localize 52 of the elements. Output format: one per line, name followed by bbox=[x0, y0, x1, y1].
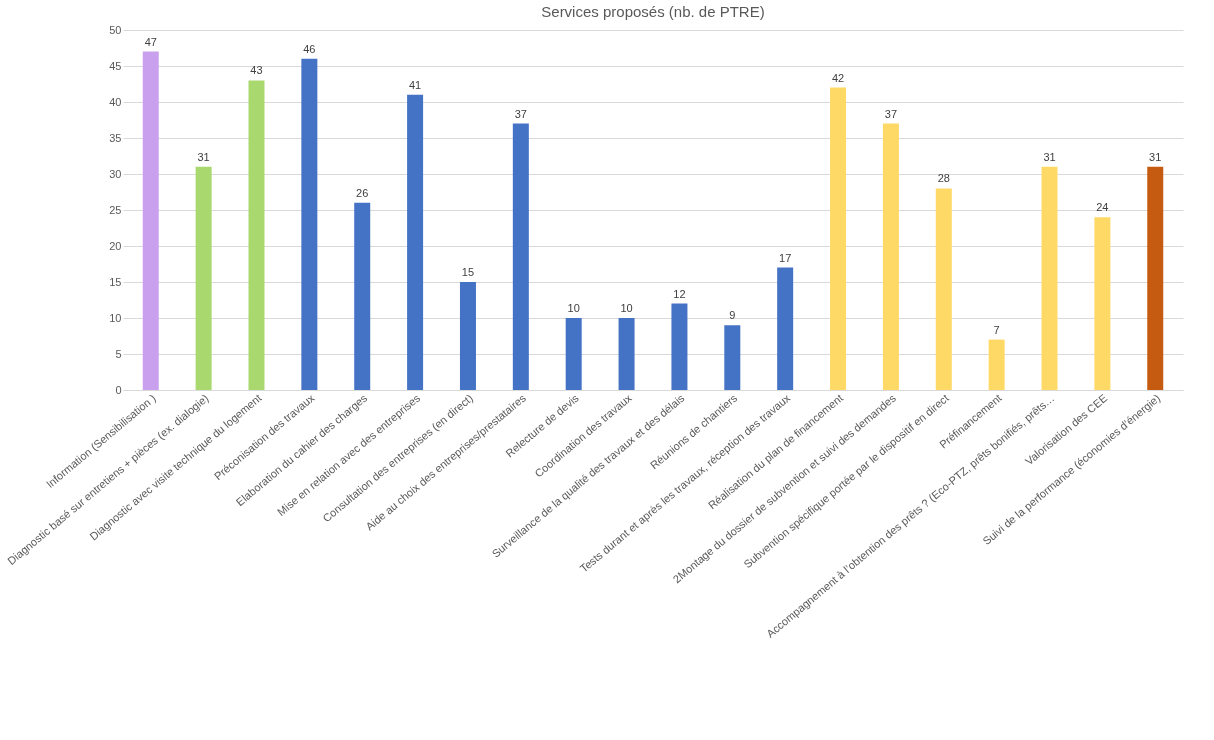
y-tick-label: 25 bbox=[109, 203, 122, 216]
bar bbox=[512, 123, 529, 390]
data-label: 31 bbox=[1043, 150, 1056, 163]
y-tick-label: 0 bbox=[115, 383, 122, 396]
data-label: 31 bbox=[197, 150, 210, 163]
bar bbox=[195, 166, 212, 390]
bar bbox=[407, 94, 424, 390]
bar bbox=[354, 202, 371, 390]
data-label: 10 bbox=[620, 302, 633, 314]
data-label: 41 bbox=[408, 78, 422, 91]
bar bbox=[301, 58, 318, 390]
chart-title: Services proposés (nb. de PTRE) bbox=[541, 3, 765, 20]
bar bbox=[988, 339, 1005, 390]
data-label: 47 bbox=[144, 35, 157, 48]
bar bbox=[671, 303, 688, 390]
bar bbox=[142, 51, 159, 390]
data-label: 43 bbox=[250, 64, 263, 77]
bar bbox=[1094, 217, 1111, 390]
data-label: 10 bbox=[567, 302, 580, 314]
bar bbox=[248, 80, 265, 390]
bar bbox=[618, 318, 635, 390]
y-tick-label: 20 bbox=[109, 239, 122, 252]
y-tick-label: 15 bbox=[109, 275, 122, 288]
data-label: 24 bbox=[1096, 201, 1109, 214]
data-label: 26 bbox=[356, 186, 369, 199]
bar bbox=[830, 87, 847, 390]
y-tick-label: 45 bbox=[109, 59, 122, 72]
y-tick-label: 35 bbox=[109, 131, 122, 144]
bar bbox=[724, 325, 741, 390]
bar bbox=[1041, 166, 1058, 390]
data-label: 37 bbox=[514, 107, 527, 120]
y-tick-label: 40 bbox=[109, 95, 122, 108]
y-tick-label: 50 bbox=[109, 23, 122, 36]
data-label: 46 bbox=[303, 42, 316, 55]
data-label: 28 bbox=[937, 172, 950, 185]
bar bbox=[935, 188, 952, 390]
data-label: 9 bbox=[729, 309, 736, 322]
y-tick-label: 30 bbox=[109, 167, 122, 180]
data-label: 37 bbox=[884, 107, 898, 120]
data-label: 31 bbox=[1149, 150, 1162, 163]
bar bbox=[565, 318, 582, 390]
data-label: 12 bbox=[673, 287, 686, 300]
bar bbox=[882, 123, 899, 390]
y-tick-label: 5 bbox=[115, 347, 122, 360]
data-label: 15 bbox=[461, 266, 475, 278]
data-label: 7 bbox=[993, 323, 1000, 336]
data-label: 42 bbox=[831, 71, 845, 84]
bar bbox=[459, 282, 476, 390]
bar bbox=[1147, 166, 1164, 390]
data-label: 17 bbox=[779, 251, 792, 264]
bar bbox=[777, 267, 794, 390]
y-tick-label: 10 bbox=[109, 311, 122, 324]
